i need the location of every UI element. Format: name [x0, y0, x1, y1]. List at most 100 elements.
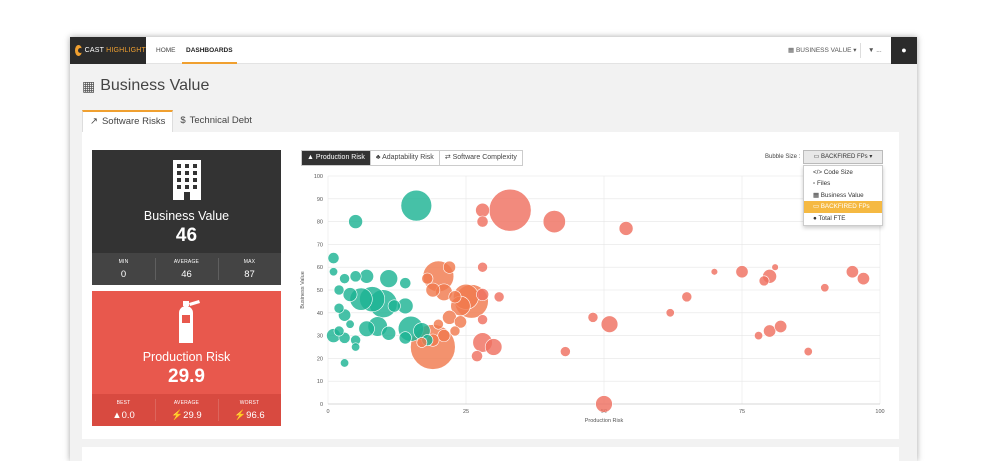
- stat-label: MIN: [118, 259, 129, 265]
- bubble-point: [333, 302, 345, 314]
- bubble-point: [856, 272, 870, 286]
- option-label: BACKFIRED FPs: [820, 203, 870, 211]
- adaptability-risk-button[interactable]: ♣ Adaptability Risk: [370, 151, 440, 165]
- filter-menu[interactable]: ▼ ...: [868, 37, 882, 64]
- tab-technical-debt[interactable]: $ Technical Debt: [173, 110, 259, 132]
- bubble-size-label: Bubble Size :: [765, 154, 801, 160]
- bubble-point: [421, 272, 434, 285]
- stat-value: 87: [244, 269, 255, 280]
- bubble-point: [845, 265, 859, 279]
- top-navbar: CAST HIGHLIGHT HOME DASHBOARDS ▦ BUSINES…: [70, 37, 917, 64]
- bubble-point: [681, 291, 693, 303]
- x-tick-label: 75: [739, 409, 745, 415]
- x-axis-title: Production Risk: [585, 418, 624, 424]
- bubble-point: [476, 215, 489, 228]
- stat-label: MAX: [243, 259, 256, 265]
- line-chart-icon: ↗: [90, 116, 98, 127]
- bubble-chart: 01020304050607080901000255075100Producti…: [300, 174, 885, 424]
- bubble-point: [774, 320, 788, 333]
- stat-label: AVERAGE: [173, 259, 200, 265]
- bubble-point: [454, 315, 467, 329]
- production-risk-button-label: Production Risk: [315, 154, 365, 161]
- cast-highlight-logo[interactable]: CAST HIGHLIGHT: [70, 37, 146, 64]
- stat-best: BEST ▲0.0: [92, 394, 155, 426]
- option-code-size[interactable]: </> Code Size: [804, 167, 882, 178]
- bubble-point: [348, 214, 363, 229]
- building-small-icon: ▦: [788, 47, 795, 54]
- fire-extinguisher-icon: [92, 299, 281, 350]
- y-tick-label: 80: [317, 220, 323, 226]
- puzzle-icon: ♣: [375, 154, 383, 161]
- bubble-point: [339, 273, 350, 284]
- laptop-icon: ▭: [813, 203, 821, 211]
- page-title-text: Business Value: [100, 77, 210, 94]
- tab-software-risks[interactable]: ↗ Software Risks: [82, 110, 174, 132]
- bubble-point: [587, 312, 599, 323]
- option-total-fte[interactable]: ● Total FTE: [804, 213, 882, 224]
- bubble-point: [754, 331, 764, 341]
- production-risk-button[interactable]: ▲ Production Risk: [302, 151, 371, 165]
- x-tick-label: 0: [326, 409, 329, 415]
- bubble-size-selected: BACKFIRED FPs: [820, 154, 868, 160]
- stat-label: WORST: [239, 400, 260, 406]
- nav-home-link[interactable]: HOME: [156, 47, 176, 54]
- bubble-point: [399, 277, 412, 290]
- stat-value: 29.9: [183, 410, 202, 421]
- logo-suffix: HIGHLIGHT: [106, 47, 146, 54]
- bolt-icon: ⚡: [171, 410, 184, 421]
- stat-value: 46: [181, 269, 192, 280]
- user-menu-button[interactable]: ●: [891, 37, 917, 64]
- option-files[interactable]: ▫ Files: [804, 178, 882, 189]
- bubble-point: [710, 268, 719, 276]
- software-complexity-button[interactable]: ⇄ Software Complexity: [439, 151, 522, 165]
- y-tick-label: 20: [317, 356, 323, 362]
- y-tick-label: 40: [317, 311, 323, 317]
- bubble-point: [442, 260, 456, 274]
- nav-dashboards-link[interactable]: DASHBOARDS: [182, 37, 237, 64]
- bubble-point: [820, 283, 830, 293]
- business-value-menu[interactable]: ▦ BUSINESS VALUE ▾: [788, 37, 857, 64]
- y-tick-label: 10: [317, 379, 323, 385]
- stat-value-wrap: ⚡29.9: [155, 410, 218, 421]
- bubble-point: [763, 324, 777, 338]
- production-risk-stats: BEST ▲0.0 AVERAGE ⚡29.9 WORST ⚡96.6: [92, 394, 281, 426]
- option-backfired-fps[interactable]: ▭ BACKFIRED FPs: [804, 201, 882, 213]
- bubble-point: [484, 338, 503, 356]
- bubble-point: [327, 252, 340, 264]
- bubble-point: [595, 395, 613, 413]
- stat-min: MIN 0: [92, 253, 155, 285]
- option-label: Files: [816, 180, 831, 188]
- footer-strip: [82, 447, 899, 461]
- user-icon: ●: [901, 45, 907, 55]
- bubble-point: [542, 210, 566, 234]
- bubble-point: [333, 325, 345, 337]
- bubble-point: [342, 287, 358, 302]
- production-risk-value: 29.9: [168, 366, 205, 387]
- x-tick-label: 25: [463, 409, 469, 415]
- logo-text: CAST HIGHLIGHT: [85, 47, 146, 54]
- bubble-point: [758, 275, 770, 287]
- bubble-point: [379, 269, 398, 288]
- person-icon: ●: [813, 214, 819, 222]
- bubble-point: [416, 337, 428, 348]
- building-small-icon: ▦: [813, 191, 821, 199]
- bubble-point: [618, 221, 634, 236]
- bubble-point: [345, 319, 355, 329]
- bubble-size-select[interactable]: ▭ BACKFIRED FPs ▾: [803, 150, 883, 164]
- business-value-menu-label: BUSINESS VALUE: [795, 47, 852, 54]
- bubble-point: [665, 308, 675, 318]
- y-tick-label: 0: [320, 402, 323, 408]
- logo-mark-icon: [75, 45, 83, 56]
- bubble-point: [425, 282, 441, 298]
- y-axis-title: Business Value: [300, 271, 306, 309]
- tab-content-panel: Business Value 46 MIN 0 AVERAGE 46 MAX 8…: [82, 132, 899, 439]
- stat-max: MAX 87: [218, 253, 281, 285]
- stat-value: 0.0: [121, 410, 135, 421]
- bubble-point: [329, 267, 339, 277]
- adaptability-risk-button-label: Adaptability Risk: [382, 154, 434, 161]
- business-value-card: Business Value 46 MIN 0 AVERAGE 46 MAX 8…: [92, 150, 281, 285]
- option-label: Business Value: [820, 191, 864, 199]
- bubble-point: [477, 261, 488, 273]
- option-business-value[interactable]: ▦ Business Value: [804, 190, 882, 201]
- y-tick-label: 70: [317, 242, 323, 248]
